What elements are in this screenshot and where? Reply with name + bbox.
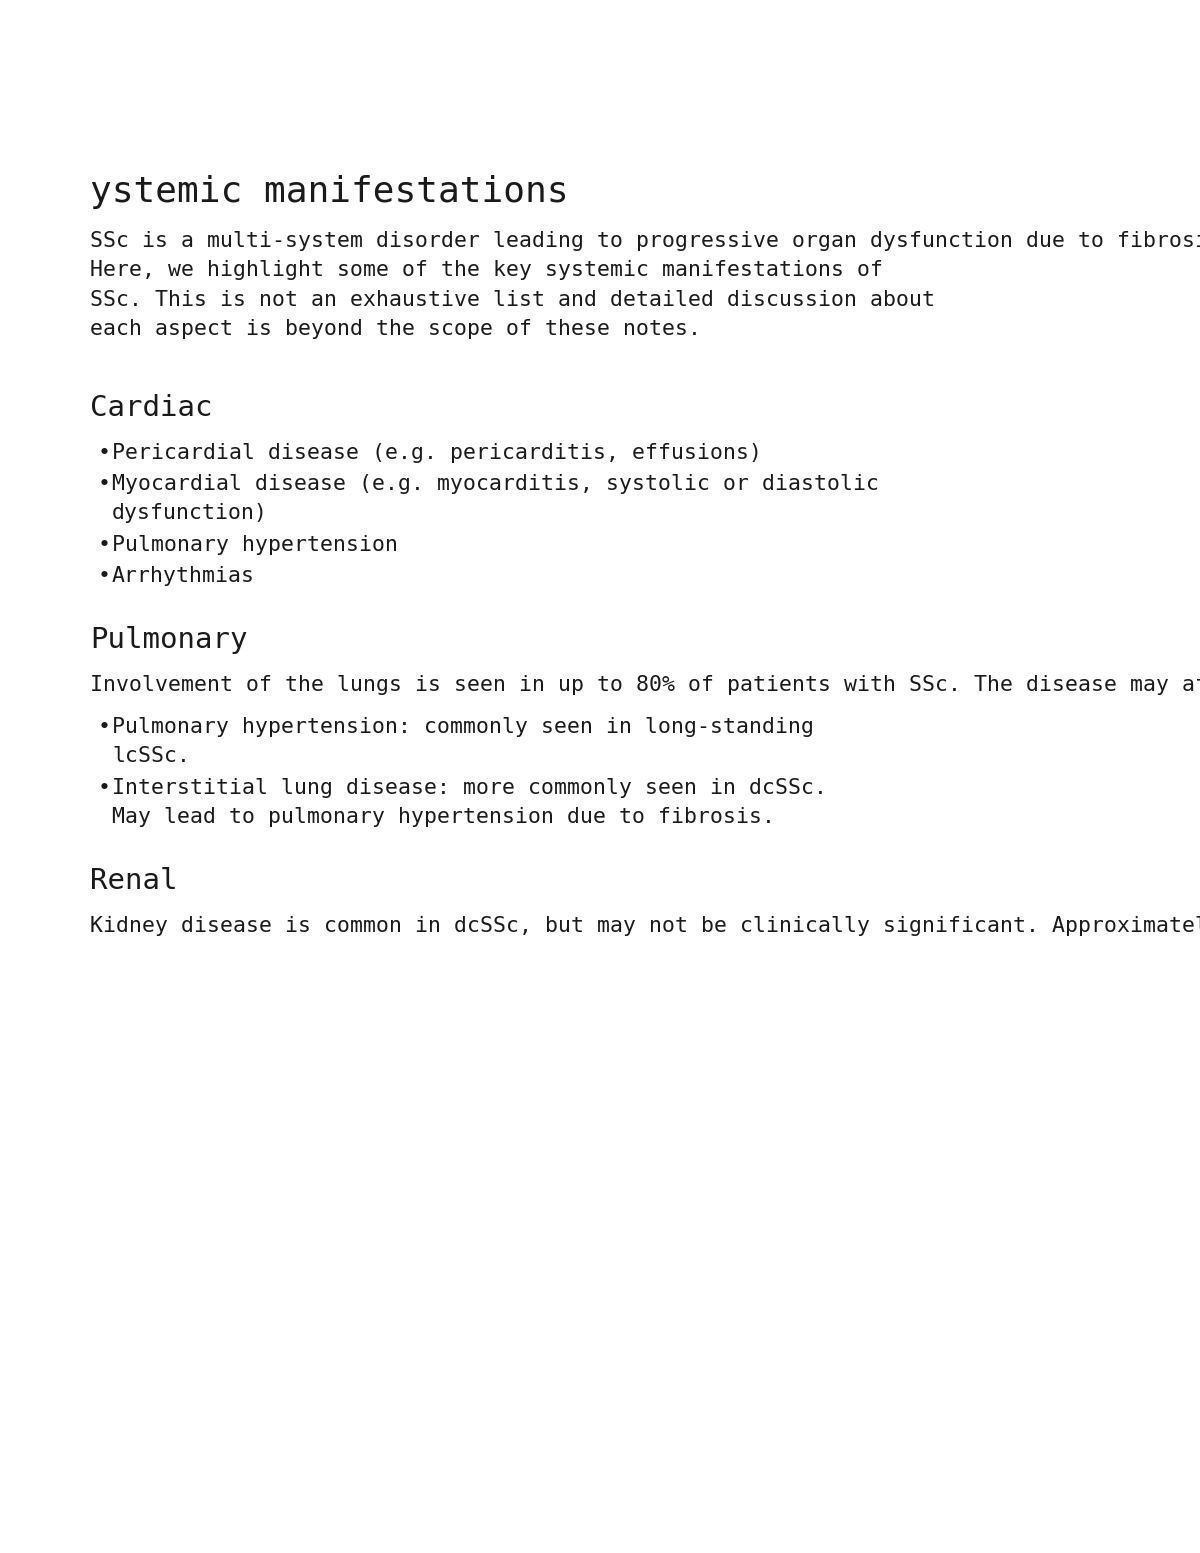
Text: Pulmonary hypertension: Pulmonary hypertension bbox=[112, 534, 398, 554]
Text: dysfunction): dysfunction) bbox=[112, 503, 268, 523]
Text: Pulmonary: Pulmonary bbox=[90, 626, 247, 654]
Text: •: • bbox=[98, 565, 112, 585]
Text: SSc is a multi-system disorder leading to progressive organ dysfunction due to f: SSc is a multi-system disorder leading t… bbox=[90, 231, 1200, 252]
Text: •: • bbox=[98, 717, 112, 736]
Text: May lead to pulmonary hypertension due to fibrosis.: May lead to pulmonary hypertension due t… bbox=[112, 808, 775, 826]
Text: Here, we highlight some of the key systemic manifestations of: Here, we highlight some of the key syste… bbox=[90, 261, 883, 281]
Text: each aspect is beyond the scope of these notes.: each aspect is beyond the scope of these… bbox=[90, 318, 701, 339]
Text: Arrhythmias: Arrhythmias bbox=[112, 565, 256, 585]
Text: lcSSc.: lcSSc. bbox=[112, 745, 190, 766]
Text: Involvement of the lungs is seen in up to 80% of patients with SSc. The disease : Involvement of the lungs is seen in up t… bbox=[90, 676, 1200, 696]
Text: Pulmonary hypertension: commonly seen in long-standing: Pulmonary hypertension: commonly seen in… bbox=[112, 717, 814, 736]
Text: Cardiac: Cardiac bbox=[90, 394, 212, 422]
Text: Myocardial disease (e.g. myocarditis, systolic or diastolic: Myocardial disease (e.g. myocarditis, sy… bbox=[112, 474, 878, 494]
Text: •: • bbox=[98, 474, 112, 494]
Text: Interstitial lung disease: more commonly seen in dcSSc.: Interstitial lung disease: more commonly… bbox=[112, 778, 827, 798]
Text: •: • bbox=[98, 778, 112, 798]
Text: Renal: Renal bbox=[90, 867, 178, 895]
Text: •: • bbox=[98, 534, 112, 554]
Text: Pericardial disease (e.g. pericarditis, effusions): Pericardial disease (e.g. pericarditis, … bbox=[112, 443, 762, 463]
Text: •: • bbox=[98, 443, 112, 463]
Text: SSc. This is not an exhaustive list and detailed discussion about: SSc. This is not an exhaustive list and … bbox=[90, 290, 935, 309]
Text: ystemic manifestations: ystemic manifestations bbox=[90, 175, 569, 210]
Text: Kidney disease is common in dcSSc, but may not be clinically significant. Approx: Kidney disease is common in dcSSc, but m… bbox=[90, 916, 1200, 936]
